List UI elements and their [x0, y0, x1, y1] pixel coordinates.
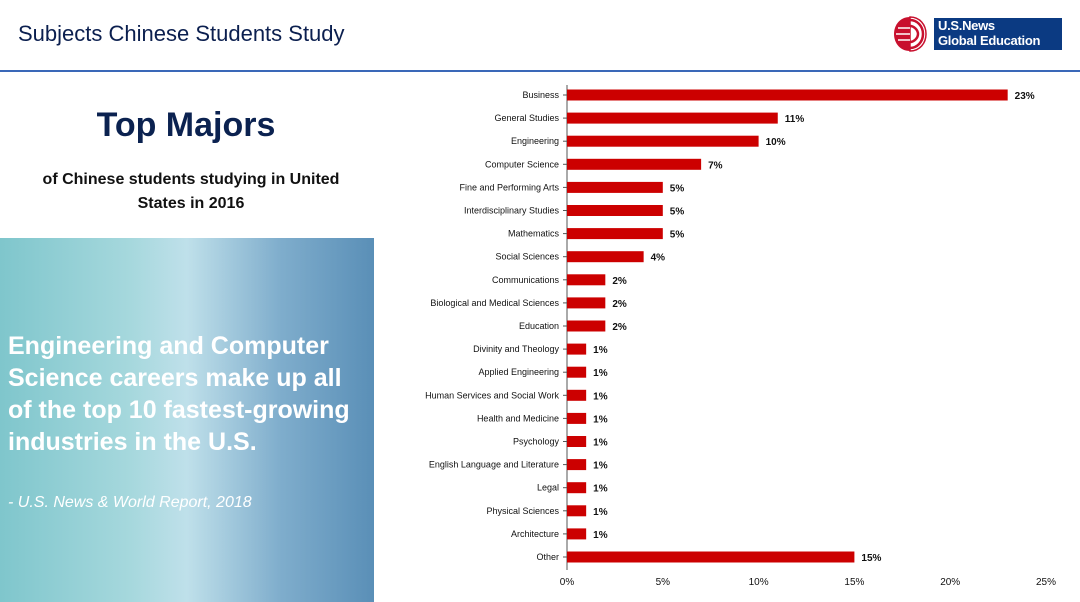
bar — [567, 205, 663, 216]
bar — [567, 551, 855, 563]
x-tick-label: 0% — [560, 577, 575, 588]
category-label: Legal — [537, 483, 559, 493]
category-label: Other — [536, 552, 559, 562]
bar — [567, 389, 587, 401]
category-label: Communications — [492, 275, 560, 285]
usnews-logo: U.S.News Global Education — [890, 14, 1066, 58]
bar — [567, 251, 644, 263]
data-label: 1% — [593, 391, 608, 402]
bar — [567, 482, 587, 494]
bar — [567, 343, 587, 355]
x-tick-label: 20% — [940, 577, 960, 588]
category-label: Mathematics — [508, 229, 560, 239]
bar — [567, 297, 606, 309]
category-label: Health and Medicine — [477, 413, 559, 423]
data-label: 11% — [785, 114, 805, 125]
bar — [567, 436, 587, 447]
data-label: 1% — [593, 507, 608, 518]
bar — [567, 228, 663, 240]
category-label: Education — [519, 321, 559, 331]
category-label: Interdisciplinary Studies — [464, 206, 560, 216]
bar — [567, 528, 587, 540]
category-label: Computer Science — [485, 159, 559, 169]
data-label: 1% — [593, 438, 608, 449]
globe-shield-icon — [894, 16, 927, 52]
header-bar: Subjects Chinese Students Study U.S.News… — [0, 0, 1080, 72]
data-label: 1% — [593, 530, 608, 541]
data-label: 5% — [670, 207, 685, 218]
logo-wordmark-line2: Global Education — [938, 33, 1041, 48]
x-tick-label: 10% — [749, 577, 769, 588]
category-label: Social Sciences — [495, 252, 559, 262]
data-label: 5% — [670, 183, 685, 194]
bar — [567, 158, 702, 170]
bar — [567, 112, 778, 124]
category-label: Architecture — [511, 529, 559, 539]
category-label: Fine and Performing Arts — [459, 182, 559, 192]
bar — [567, 366, 587, 378]
logo-wordmark-line1: U.S.News — [938, 18, 995, 33]
bar — [567, 181, 663, 193]
data-label: 1% — [593, 368, 608, 379]
category-label: Applied Engineering — [478, 367, 559, 377]
data-label: 5% — [670, 230, 685, 241]
data-label: 10% — [766, 137, 786, 148]
category-label: Human Services and Social Work — [425, 390, 559, 400]
quote-panel: Engineering and Computer Science careers… — [0, 238, 374, 602]
bar — [567, 459, 587, 471]
bar — [567, 274, 606, 286]
bar — [567, 412, 587, 424]
data-label: 1% — [593, 461, 608, 472]
page-title: Subjects Chinese Students Study — [18, 21, 345, 46]
data-label: 7% — [708, 160, 723, 171]
top-majors-heading: Top Majors — [96, 106, 276, 144]
bar — [567, 135, 759, 147]
data-label: 15% — [861, 553, 881, 564]
bar — [567, 320, 606, 332]
data-label: 1% — [593, 414, 608, 425]
category-label: Engineering — [511, 136, 559, 146]
data-label: 4% — [651, 253, 666, 264]
category-label: Business — [522, 90, 559, 100]
top-majors-subtitle: of Chinese students studying in United S… — [42, 171, 340, 212]
bar — [567, 89, 1008, 101]
logo-wordmark: U.S.News Global Education — [934, 18, 1062, 50]
category-label: English Language and Literature — [429, 460, 559, 470]
x-tick-label: 15% — [844, 577, 864, 588]
data-label: 1% — [593, 484, 608, 495]
x-tick-label: 25% — [1036, 577, 1056, 588]
data-label: 2% — [612, 299, 627, 310]
category-label: Physical Sciences — [486, 506, 559, 516]
quote-text: Engineering and Computer Science careers… — [8, 332, 350, 456]
category-label: General Studies — [494, 113, 559, 123]
category-label: Psychology — [513, 437, 560, 447]
category-label: Biological and Medical Sciences — [430, 298, 559, 308]
bar — [567, 505, 587, 517]
x-tick-label: 5% — [656, 577, 671, 588]
quote-source: - U.S. News & World Report, 2018 — [8, 494, 252, 511]
data-label: 2% — [612, 276, 627, 287]
data-label: 23% — [1015, 91, 1035, 102]
data-label: 2% — [612, 322, 627, 333]
category-label: Divinity and Theology — [473, 344, 559, 354]
data-label: 1% — [593, 345, 608, 356]
